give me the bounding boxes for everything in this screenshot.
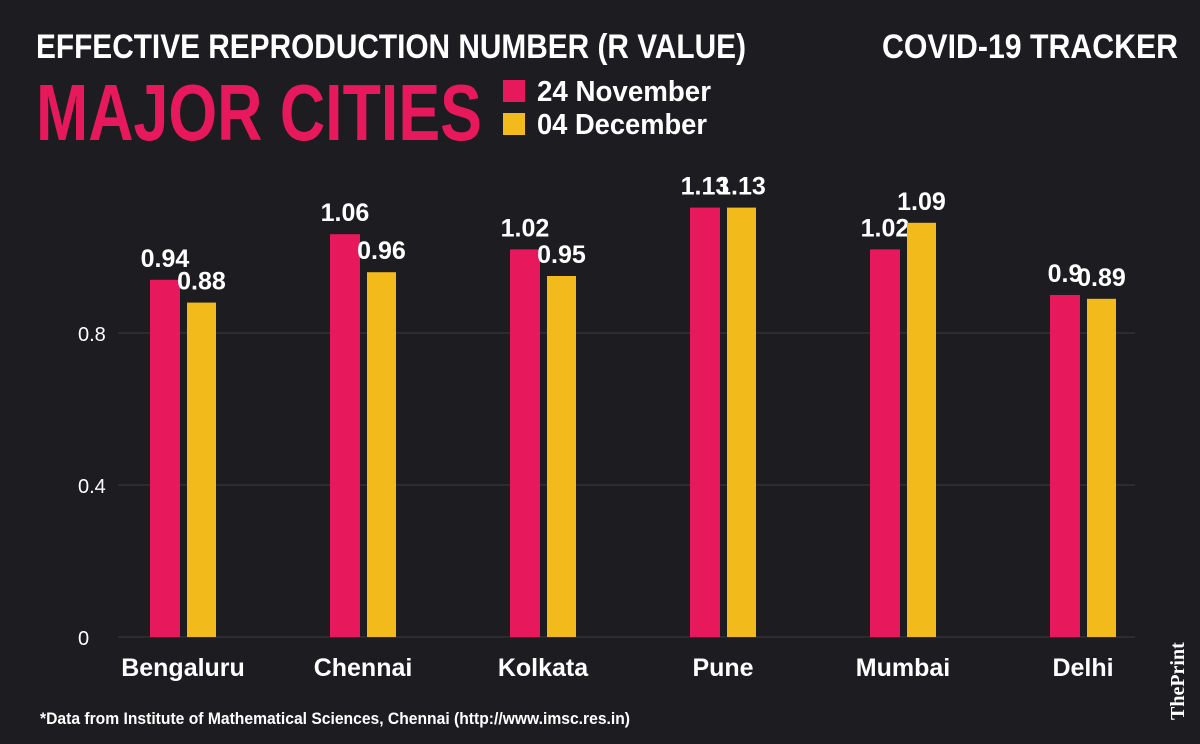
legend-swatch [503,80,525,102]
bar [727,207,756,637]
x-tick-label: Pune [692,654,753,682]
value-label: 1.02 [501,214,550,242]
brand: ThePrint [1167,642,1189,720]
y-tick-label: 0 [78,628,89,650]
bar [150,279,180,637]
source-note: *Data from Institute of Mathematical Sci… [40,709,630,728]
legend-label: 04 December [537,109,707,141]
x-tick-label: Chennai [314,654,413,682]
value-label: 0.89 [1077,264,1126,292]
value-label: 1.13 [717,173,766,201]
bar [870,249,900,637]
value-label: 0.96 [357,237,406,265]
value-label: 1.09 [897,188,946,216]
value-label: 1.13 [681,173,730,201]
x-tick-label: Mumbai [856,654,950,682]
bar [1087,298,1116,637]
x-tick-label: Kolkata [498,654,589,682]
bar [510,249,540,637]
y-tick-label: 0.8 [78,324,106,346]
bar [547,276,576,637]
bar [1050,295,1080,637]
value-label: 0.9 [1048,260,1083,288]
tracker-label: COVID-19 TRACKER [882,28,1178,66]
value-label: 0.94 [141,245,190,273]
legend-swatch [503,113,525,135]
bar [330,234,360,637]
value-label: 0.88 [177,268,226,296]
value-label: 1.06 [321,199,370,227]
bar [690,207,720,637]
x-tick-label: Delhi [1052,654,1113,682]
y-tick-label: 0.4 [78,476,106,498]
legend-label: 24 November [537,76,711,108]
value-label: 0.95 [537,241,586,269]
chart-subtitle: MAJOR CITIES [36,68,482,157]
bar [187,302,216,637]
chart-title: EFFECTIVE REPRODUCTION NUMBER (R VALUE) [36,28,746,66]
bar [907,222,936,638]
value-label: 1.02 [861,214,910,242]
x-tick-label: Bengaluru [121,654,245,682]
bar [367,272,396,637]
